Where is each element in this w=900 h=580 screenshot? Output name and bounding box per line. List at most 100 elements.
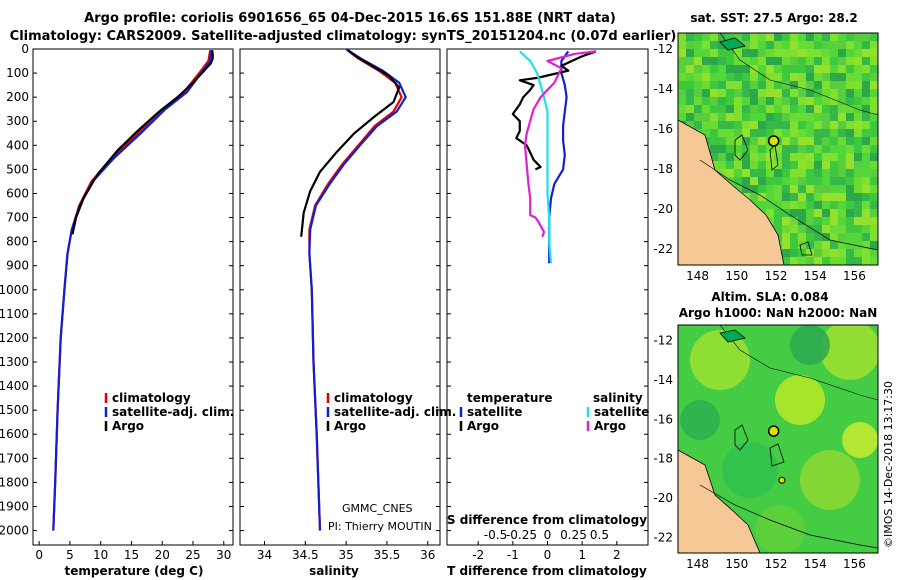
sst-cell <box>806 57 815 66</box>
land-shape <box>678 119 785 265</box>
sst-cell <box>774 177 783 186</box>
reef-outline <box>799 241 813 256</box>
sst-cell <box>790 121 799 130</box>
sst-cell <box>806 41 815 50</box>
sst-cell <box>678 113 687 122</box>
sst-cell <box>830 201 839 210</box>
sst-cell <box>854 97 863 106</box>
secondary-marker <box>778 476 786 484</box>
salinity-panel <box>239 48 441 546</box>
sst-cell <box>870 41 878 50</box>
s-tick-label: -0.25 <box>506 528 537 542</box>
sst-cell <box>854 225 863 234</box>
sst-cell <box>830 257 839 265</box>
sst-cell <box>774 33 783 42</box>
sst-cell <box>846 249 855 258</box>
sst-cell <box>726 169 735 178</box>
sst-cell <box>734 57 743 66</box>
sst-cell <box>814 81 823 90</box>
sst-cell <box>750 185 759 194</box>
sst-cell <box>854 113 863 122</box>
sst-cell <box>782 241 791 250</box>
sst-cell <box>702 41 711 50</box>
sst-cell <box>750 97 759 106</box>
sst-cell <box>814 129 823 138</box>
sst-cell <box>742 57 751 66</box>
sst-cell <box>822 217 831 226</box>
sst-cell <box>782 129 791 138</box>
sst-cell <box>742 65 751 74</box>
sst-cell <box>822 105 831 114</box>
sst-cell <box>694 89 703 98</box>
sst-cell <box>734 153 743 162</box>
sst-cell <box>862 161 871 170</box>
sst-cell <box>774 193 783 202</box>
sst-cell <box>806 105 815 114</box>
sst-cell <box>686 33 695 42</box>
s-tick-label: -0.5 <box>484 528 507 542</box>
sst-cell <box>678 57 687 66</box>
sst-cell <box>814 209 823 218</box>
sst-cell <box>726 137 735 146</box>
sst-cell <box>734 81 743 90</box>
sst-cell <box>742 177 751 186</box>
sst-cell <box>798 129 807 138</box>
sst-cell <box>750 145 759 154</box>
sst-cell <box>838 185 847 194</box>
sst-cell <box>846 73 855 82</box>
sst-cell <box>862 177 871 186</box>
sst-cell <box>750 41 759 50</box>
sst-cell <box>782 209 791 218</box>
bathymetry-contour <box>719 325 878 401</box>
sst-cell <box>838 73 847 82</box>
sst-cell <box>838 209 847 218</box>
temperature-panel <box>32 48 234 546</box>
sst-cell <box>686 105 695 114</box>
sst-cell <box>814 233 823 242</box>
sla-blob <box>690 330 750 390</box>
sst-cell <box>830 233 839 242</box>
sst-cell <box>806 81 815 90</box>
sst-cell <box>718 121 727 130</box>
sst-cell <box>718 41 727 50</box>
sst-cell <box>790 193 799 202</box>
sst-cell <box>862 257 871 265</box>
sst-cell <box>806 161 815 170</box>
sst-cell <box>798 233 807 242</box>
series-line-argo <box>300 49 401 237</box>
sst-cell <box>822 137 831 146</box>
sst-cell <box>726 113 735 122</box>
sst-cell <box>870 49 878 58</box>
sst-cell <box>830 129 839 138</box>
sst-cell <box>798 201 807 210</box>
sst-cell <box>782 193 791 202</box>
sst-cell <box>782 113 791 122</box>
sst-cell <box>846 105 855 114</box>
sst-cell <box>734 105 743 114</box>
sst-cell <box>766 49 775 58</box>
sst-cell <box>702 97 711 106</box>
credit-pi: PI: Thierry MOUTIN <box>328 520 432 533</box>
sst-cell <box>750 49 759 58</box>
sst-cell <box>766 153 775 162</box>
sst-cell <box>782 225 791 234</box>
sst-cell <box>798 145 807 154</box>
sst-cell <box>830 105 839 114</box>
sst-cell <box>750 73 759 82</box>
sst-cell <box>798 97 807 106</box>
sst-cell <box>822 209 831 218</box>
sst-cell <box>742 33 751 42</box>
sst-cell <box>710 97 719 106</box>
sst-cell <box>686 81 695 90</box>
sst-cell <box>790 233 799 242</box>
series-line-climatology <box>308 48 403 531</box>
sst-cell <box>718 49 727 58</box>
sst-cell <box>814 225 823 234</box>
sst-cell <box>718 129 727 138</box>
sst-cell <box>774 129 783 138</box>
sst-cell <box>870 225 878 234</box>
sst-cell <box>774 201 783 210</box>
sst-cell <box>822 225 831 234</box>
sst-cell <box>726 57 735 66</box>
sst-cell <box>742 129 751 138</box>
